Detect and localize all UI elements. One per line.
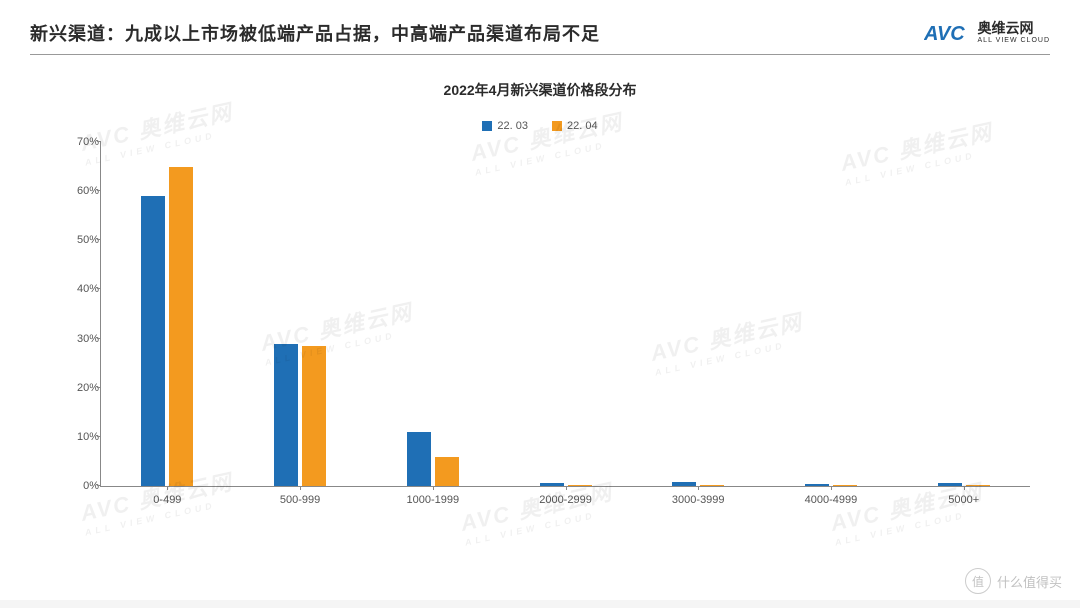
bar: [966, 485, 990, 486]
bar-groups: 0-499500-9991000-19992000-29993000-39994…: [101, 142, 1030, 486]
y-axis-label: 40%: [77, 283, 99, 295]
legend: 22. 03 22. 04: [30, 120, 1050, 132]
badge-text: 什么值得买: [997, 572, 1062, 591]
bar-chart: 0-499500-9991000-19992000-29993000-39994…: [70, 142, 1030, 512]
bar: [672, 482, 696, 486]
legend-item: 22. 04: [552, 120, 598, 132]
bar-group: 5000+: [897, 142, 1030, 486]
y-axis-label: 50%: [77, 234, 99, 246]
bar: [938, 483, 962, 486]
bar-group: 1000-1999: [366, 142, 499, 486]
slide: 新兴渠道：九成以上市场被低端产品占据，中高端产品渠道布局不足 AVC 奥维云网 …: [0, 0, 1080, 600]
bar: [700, 485, 724, 486]
x-tick: [566, 486, 567, 490]
header: 新兴渠道：九成以上市场被低端产品占据，中高端产品渠道布局不足 AVC 奥维云网 …: [30, 20, 1050, 55]
x-axis-label: 1000-1999: [406, 494, 459, 506]
bar-group: 3000-3999: [632, 142, 765, 486]
badge-icon: 值: [965, 568, 991, 594]
y-tick: [97, 338, 101, 339]
bar: [540, 483, 564, 486]
x-axis-label: 4000-4999: [805, 494, 858, 506]
bar-group: 0-499: [101, 142, 234, 486]
y-axis-label: 60%: [77, 185, 99, 197]
y-axis-label: 20%: [77, 382, 99, 394]
x-tick: [300, 486, 301, 490]
bar: [169, 167, 193, 486]
y-axis-label: 30%: [77, 333, 99, 345]
bar: [302, 346, 326, 486]
bar: [141, 196, 165, 486]
y-tick: [97, 288, 101, 289]
bar: [568, 485, 592, 486]
x-tick: [433, 486, 434, 490]
y-tick: [97, 141, 101, 142]
y-axis-label: 70%: [77, 136, 99, 148]
legend-swatch: [482, 121, 492, 131]
bar: [407, 432, 431, 486]
bar-group: 500-999: [234, 142, 367, 486]
legend-swatch: [552, 121, 562, 131]
y-tick: [97, 485, 101, 486]
chart-title: 2022年4月新兴渠道价格段分布: [30, 80, 1050, 100]
bar: [833, 485, 857, 486]
legend-item: 22. 03: [482, 120, 528, 132]
bar-group: 2000-2999: [499, 142, 632, 486]
x-axis-label: 2000-2999: [539, 494, 592, 506]
y-tick: [97, 436, 101, 437]
page-title: 新兴渠道：九成以上市场被低端产品占据，中高端产品渠道布局不足: [30, 20, 600, 46]
y-tick: [97, 190, 101, 191]
brand-logo: AVC 奥维云网 ALL VIEW CLOUD: [924, 20, 1050, 46]
x-axis-label: 3000-3999: [672, 494, 725, 506]
bar: [435, 457, 459, 486]
x-tick: [964, 486, 965, 490]
x-tick: [698, 486, 699, 490]
x-tick: [167, 486, 168, 490]
x-axis-label: 0-499: [153, 494, 181, 506]
x-tick: [831, 486, 832, 490]
x-axis-label: 500-999: [280, 494, 320, 506]
logo-text-en: ALL VIEW CLOUD: [978, 37, 1050, 45]
y-tick: [97, 239, 101, 240]
legend-label: 22. 03: [497, 120, 528, 132]
bar: [274, 344, 298, 487]
legend-label: 22. 04: [567, 120, 598, 132]
x-axis-label: 5000+: [948, 494, 979, 506]
avc-logo-icon: AVC: [924, 20, 972, 46]
y-tick: [97, 387, 101, 388]
bar: [805, 484, 829, 486]
logo-text-cn: 奥维云网: [978, 21, 1050, 36]
plot-area: 0-499500-9991000-19992000-29993000-39994…: [100, 142, 1030, 487]
footer-badge: 值 什么值得买: [965, 568, 1062, 594]
bar-group: 4000-4999: [765, 142, 898, 486]
y-axis-label: 10%: [77, 431, 99, 443]
y-axis-label: 0%: [83, 480, 99, 492]
svg-text:AVC: AVC: [924, 23, 965, 45]
